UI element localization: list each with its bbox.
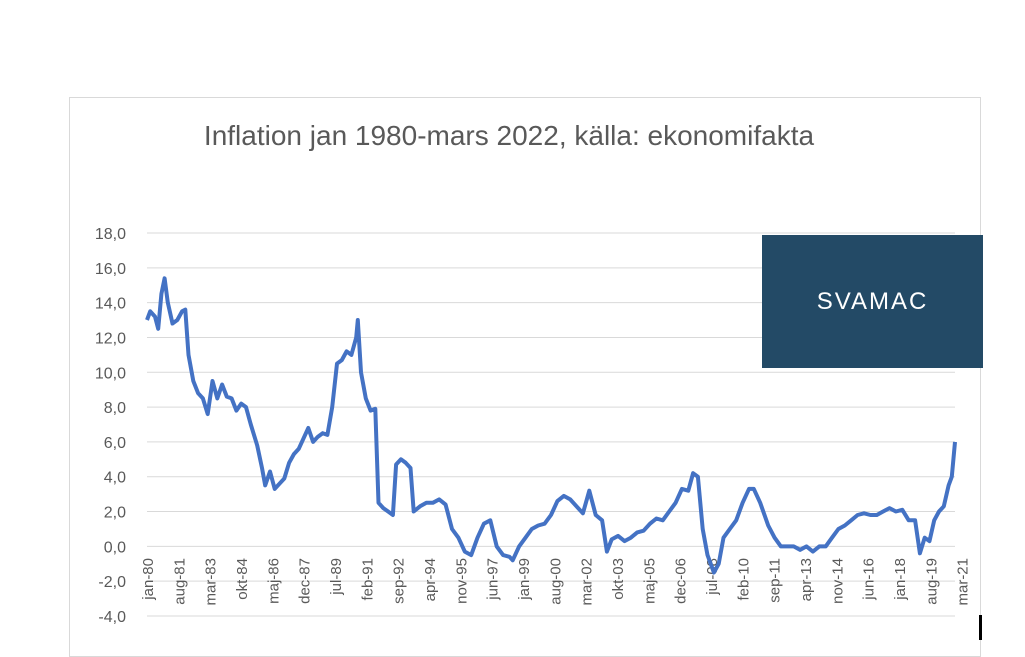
x-tick-label: jun-97 <box>485 558 502 601</box>
x-tick-label: mar-83 <box>203 558 220 606</box>
inflation-series-line <box>145 276 957 575</box>
x-tick-label: nov-14 <box>829 558 846 604</box>
x-tick-label: okt-03 <box>610 558 627 600</box>
chart-title: Inflation jan 1980-mars 2022, källa: eko… <box>203 120 815 151</box>
x-tick-label: dec-06 <box>673 558 690 604</box>
x-tick-label: nov-95 <box>453 558 470 604</box>
y-tick-label: 16,0 <box>95 261 126 278</box>
x-tick-label: sep-11 <box>767 558 784 603</box>
x-tick-label: feb-91 <box>359 558 376 601</box>
x-tick-label: apr-94 <box>422 558 439 601</box>
y-tick-label: 6,0 <box>104 435 126 452</box>
y-tick-label: 10,0 <box>95 365 126 382</box>
y-tick-label: 0,0 <box>104 539 126 556</box>
x-tick-label: jan-99 <box>516 558 533 601</box>
x-tick-label: apr-13 <box>798 558 815 601</box>
logo-text: SVAMAC <box>816 287 929 315</box>
y-tick-label: 2,0 <box>104 505 126 522</box>
y-tick-label: -2,0 <box>98 574 126 591</box>
y-axis-ticks: -4,0 -2,0 0,0 2,0 4,0 6,0 8,0 10,0 12,0 14,0 16,0 1… <box>95 226 126 626</box>
x-tick-label: sep-92 <box>391 558 408 604</box>
y-tick-label: 8,0 <box>104 400 126 417</box>
y-tick-label: -4,0 <box>98 609 126 626</box>
x-tick-label: mar-21 <box>955 558 972 606</box>
x-tick-label: mar-02 <box>579 558 596 606</box>
x-tick-label: feb-10 <box>735 558 752 601</box>
edge-marker <box>979 615 982 640</box>
x-tick-label: jul-89 <box>328 558 345 596</box>
y-tick-label: 12,0 <box>95 330 126 347</box>
x-tick-label: maj-05 <box>641 558 658 604</box>
chart-frame <box>69 97 981 657</box>
x-tick-label: jan-80 <box>140 558 157 601</box>
y-tick-label: 4,0 <box>104 470 126 487</box>
x-tick-label: aug-00 <box>547 558 564 605</box>
y-tick-label: 18,0 <box>95 226 126 243</box>
x-tick-label: dec-87 <box>297 558 314 604</box>
x-tick-label: jun-16 <box>861 558 878 601</box>
x-tick-label: aug-81 <box>171 558 188 605</box>
y-tick-label: 14,0 <box>95 296 126 313</box>
x-axis-ticks: jan-80 aug-81 mar-83 okt-84 maj-86 dec-87 jul-… <box>140 558 972 606</box>
x-tick-label: maj-86 <box>265 558 282 604</box>
x-tick-label: okt-84 <box>234 558 251 600</box>
line-chart: -4,0 -2,0 0,0 2,0 4,0 6,0 8,0 10,0 12,0 14,0 16,0 1… <box>95 226 972 626</box>
x-tick-label: jan-18 <box>892 558 909 601</box>
x-tick-label: aug-19 <box>923 558 940 605</box>
svamac-logo: SVAMAC <box>762 235 983 368</box>
